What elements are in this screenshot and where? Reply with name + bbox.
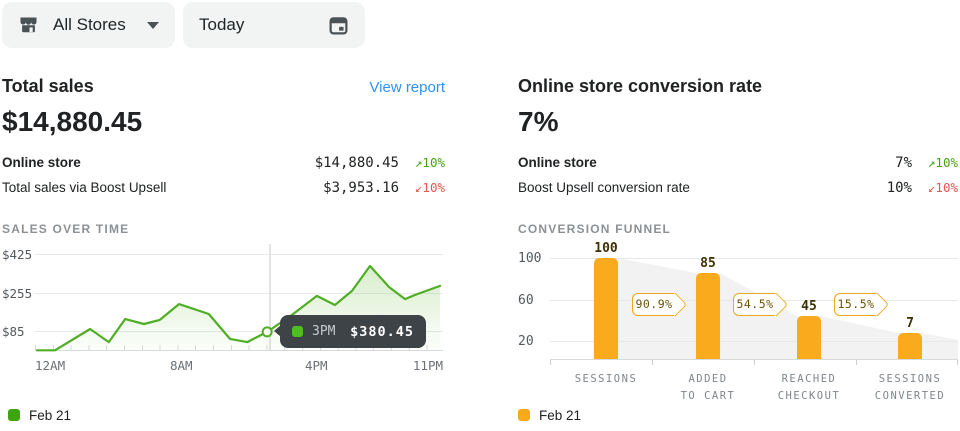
y-axis-tick: $255 xyxy=(2,286,33,301)
metric-label: Online store xyxy=(2,155,81,170)
store-selector-label: All Stores xyxy=(53,15,126,34)
funnel-bar-sessions[interactable] xyxy=(594,258,618,359)
metric-label: Boost Upsell conversion rate xyxy=(518,180,690,195)
funnel-legend: Feb 21 xyxy=(518,407,958,423)
metric-row-boost-upsell-rate: Boost Upsell conversion rate 10% ↙10% xyxy=(518,175,958,200)
metric-delta-down: ↙10% xyxy=(414,180,445,195)
category-label-added-to-cart: ADDED TO CART xyxy=(680,373,736,402)
gridline xyxy=(550,341,958,342)
topbar: All Stores Today xyxy=(0,0,960,50)
total-sales-metrics: Online store $14,880.45 ↗10% Total sales… xyxy=(2,150,445,200)
y-axis-tick: $425 xyxy=(2,247,33,262)
conversion-badge: 15.5% xyxy=(834,293,877,316)
funnel-bar-added-to-cart[interactable] xyxy=(696,273,720,359)
dashboard-main: Total sales View report $14,880.45 Onlin… xyxy=(0,76,960,423)
x-axis-tick: 12AM xyxy=(35,358,66,373)
conversion-metrics: Online store 7% ↗10% Boost Upsell conver… xyxy=(518,150,958,200)
gridline xyxy=(35,331,443,332)
legend-label: Feb 21 xyxy=(539,407,582,423)
funnel-bar-reached-checkout[interactable] xyxy=(797,316,821,359)
metric-delta-down: ↙10% xyxy=(927,180,958,195)
total-sales-header: Total sales View report xyxy=(2,76,445,98)
metric-value: $14,880.45 xyxy=(314,154,399,171)
metric-delta-up: ↗10% xyxy=(414,155,445,170)
gridline xyxy=(35,293,443,294)
conversion-funnel-label: CONVERSION FUNNEL xyxy=(518,222,672,236)
sales-over-time-chart[interactable]: $425 $255 $85 12AM 8AM 4PM 11PM 3PM xyxy=(2,243,445,405)
tooltip-time: 3PM xyxy=(312,324,336,339)
metric-row-online-store: Online store $14,880.45 ↗10% xyxy=(2,150,445,175)
bar-value-label: 85 xyxy=(700,256,716,271)
store-selector-button[interactable]: All Stores xyxy=(2,2,175,48)
metric-label: Online store xyxy=(518,155,597,170)
conversion-header: Online store conversion rate xyxy=(518,76,958,98)
sales-over-time-label: SALES OVER TIME xyxy=(2,222,130,236)
legend-swatch-orange xyxy=(518,409,530,421)
storefront-icon xyxy=(18,15,39,35)
conversion-title: Online store conversion rate xyxy=(518,76,763,96)
gridline xyxy=(35,254,443,255)
total-sales-value: $14,880.45 xyxy=(2,106,143,137)
y-axis-tick: $85 xyxy=(2,324,25,339)
highlight-marker xyxy=(261,326,273,338)
metric-value: 7% xyxy=(895,154,912,171)
gridline xyxy=(550,258,958,259)
axis-tick xyxy=(550,360,551,365)
metric-row-online-store-rate: Online store 7% ↗10% xyxy=(518,150,958,175)
conversion-badge-label: 54.5% xyxy=(736,297,774,311)
category-label-sessions-converted: SESSIONS CONVERTED xyxy=(874,373,946,402)
view-report-link[interactable]: View report xyxy=(369,79,445,96)
conversion-badge-label: 15.5% xyxy=(837,297,875,311)
category-label-sessions: SESSIONS xyxy=(574,373,638,385)
tooltip-value: $380.45 xyxy=(350,323,414,340)
category-label-reached-checkout: REACHED CHECKOUT xyxy=(777,373,841,402)
bar-value-label: 45 xyxy=(801,299,817,314)
x-axis-tick: 8AM xyxy=(170,358,193,373)
funnel-bar-sessions-converted[interactable] xyxy=(898,333,922,359)
legend-swatch-green xyxy=(8,409,20,421)
x-axis-tick: 4PM xyxy=(305,358,328,373)
total-sales-title: Total sales xyxy=(2,76,94,96)
date-selector-label: Today xyxy=(199,15,245,34)
axis-tick xyxy=(856,360,857,365)
y-axis-tick: 100 xyxy=(518,251,542,266)
date-selector-button[interactable]: Today xyxy=(183,2,365,48)
metric-row-boost-upsell: Total sales via Boost Upsell $3,953.16 ↙… xyxy=(2,175,445,200)
chart-tooltip: 3PM $380.45 xyxy=(274,315,426,348)
conversion-rate-card: Online store conversion rate 7% Online s… xyxy=(518,76,958,423)
calendar-icon xyxy=(328,15,349,36)
axis-tick xyxy=(957,360,958,365)
sales-line xyxy=(35,264,442,352)
legend-label: Feb 21 xyxy=(29,407,72,423)
axis-tick xyxy=(754,360,755,365)
bar-value-label: 7 xyxy=(906,316,914,331)
total-sales-card: Total sales View report $14,880.45 Onlin… xyxy=(2,76,445,423)
conversion-badge: 54.5% xyxy=(733,293,776,316)
x-axis-line xyxy=(550,359,958,360)
sales-legend: Feb 21 xyxy=(8,407,445,423)
axis-tick xyxy=(652,360,653,365)
metric-delta-up: ↗10% xyxy=(927,155,958,170)
conversion-value: 7% xyxy=(518,106,559,137)
metric-value: $3,953.16 xyxy=(323,179,399,196)
y-axis-tick: 20 xyxy=(518,334,534,349)
conversion-funnel-chart[interactable]: 100 60 20 100 85 45 7 90.9% 54.5% 15.5% … xyxy=(518,241,958,405)
tooltip-series-swatch xyxy=(292,326,303,337)
conversion-badge: 90.9% xyxy=(632,293,675,316)
conversion-badge-label: 90.9% xyxy=(635,297,673,311)
bar-value-label: 100 xyxy=(594,241,618,256)
y-axis-tick: 60 xyxy=(518,293,534,308)
metric-value: 10% xyxy=(886,179,912,196)
metric-label: Total sales via Boost Upsell xyxy=(2,180,167,195)
chevron-down-icon xyxy=(147,21,159,29)
x-axis-tick: 11PM xyxy=(412,358,443,373)
